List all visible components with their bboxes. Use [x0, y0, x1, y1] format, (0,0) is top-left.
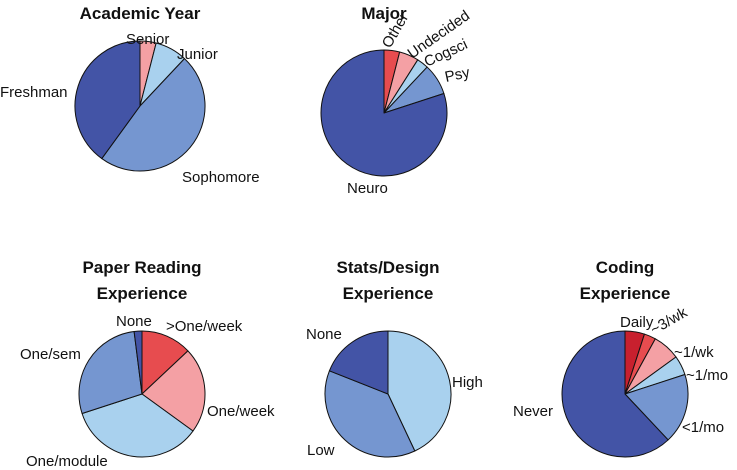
pie-slice-one-sem: [78, 331, 143, 414]
chart-title: Coding: [596, 258, 655, 277]
slice-label-one-week: One/week: [207, 403, 275, 420]
slice-label-1-mo: <1/mo: [682, 419, 724, 436]
slice-label-neuro: Neuro: [347, 180, 388, 197]
slice-label-high: High: [452, 374, 483, 391]
slice-label-junior: Junior: [177, 46, 218, 63]
pie-chart-5: Coding Experience Daily~3/wk ~1/wk ~1/mo <1/m…: [513, 258, 728, 458]
chart-title: Experience: [580, 284, 671, 303]
pie-slice-none: [328, 330, 389, 395]
slice-label-none: None: [306, 326, 342, 343]
slice-label-never: Never: [513, 403, 553, 420]
slice-label-freshman: Freshman: [0, 84, 68, 101]
slice-label-senior: Senior: [126, 31, 169, 48]
slice-label-sophomore: Sophomore: [182, 169, 260, 186]
pie-slice-neuro: [320, 49, 448, 177]
slice-label-one-sem: One/sem: [20, 346, 81, 363]
pie-slice-low: [324, 370, 416, 458]
pie-slice-freshman: [74, 40, 141, 160]
chart-title: Stats/Design: [337, 258, 440, 277]
pie-chart-1: Academic Year Senior Junior Sophomore Freshm…: [0, 4, 260, 186]
slice-label-1-mo: ~1/mo: [686, 367, 728, 384]
chart-title: Academic Year: [80, 4, 201, 23]
slice-label-psy: Psy: [443, 64, 471, 86]
slice-label-one-week: >One/week: [166, 318, 243, 335]
slice-label-one-module: One/module: [26, 453, 108, 470]
slice-label-1-wk: ~1/wk: [674, 344, 714, 361]
chart-title: Experience: [343, 284, 434, 303]
chart-title: Paper Reading: [82, 258, 201, 277]
pie-slice-one-week: [141, 350, 206, 432]
slice-label-none: None: [116, 313, 152, 330]
pie-chart-4: Stats/Design Experience High Low None: [306, 258, 483, 459]
pie-slice-sophomore: [101, 58, 206, 172]
slice-label-3-wk: ~3/wk: [648, 304, 691, 339]
pie-slice-none: [133, 330, 143, 395]
chart-title: Major: [361, 4, 407, 23]
pie-slice-1-mo: [624, 374, 689, 441]
slice-label-low: Low: [307, 442, 335, 459]
chart-title: Experience: [97, 284, 188, 303]
slice-label-daily: Daily: [620, 314, 654, 331]
pie-slice-high: [387, 330, 452, 452]
pie-slice-one-module: [81, 393, 194, 458]
pie-chart-3: Paper Reading Experience >One/week One/week…: [20, 258, 275, 470]
pie-slice-never: [561, 330, 669, 458]
